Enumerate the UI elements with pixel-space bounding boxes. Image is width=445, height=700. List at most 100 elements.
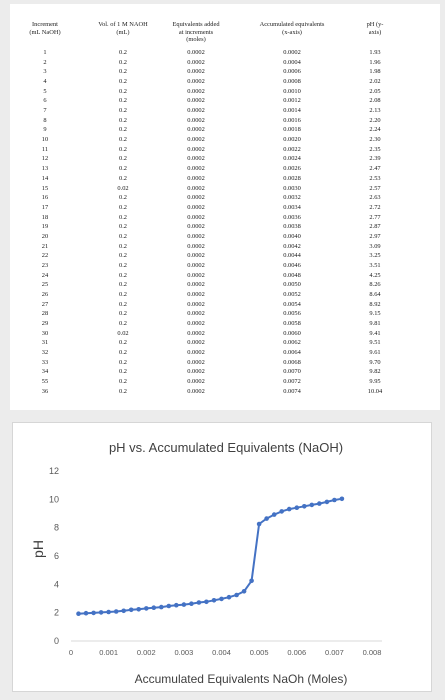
table-cell: 0.2: [119, 126, 127, 134]
data-point: [204, 599, 209, 605]
table-cell: 0.0002: [283, 49, 301, 56]
data-point: [271, 512, 277, 517]
table-cell: 0.0002: [187, 320, 205, 328]
table-cell: 0.2: [119, 387, 127, 395]
table-cell: 0.2: [119, 252, 127, 260]
table-cell: 2.63: [369, 194, 381, 202]
y-tick-label: 4: [54, 579, 59, 589]
table-cell: 0.2: [119, 378, 127, 386]
table-cell: 9.95: [369, 378, 381, 386]
table-cell: 7: [43, 107, 47, 115]
table-cell: 0.0002: [187, 68, 205, 76]
table-cell: 0.0074: [283, 387, 301, 395]
table-cell: 30: [41, 329, 49, 337]
data-point: [196, 600, 202, 605]
x-axis-label: Accumulated Equivalents NaOh (Moles): [135, 672, 348, 686]
table-header-3: Equivalents added at increments (moles): [172, 21, 220, 43]
table-cell: 26: [41, 291, 49, 298]
table-row: 16 0.2 0.0002 0.0032 2.63: [10, 193, 440, 202]
table-cell: 0.2: [119, 320, 127, 328]
data-point: [76, 611, 81, 616]
table-row: 1 0.2 0.0002 0.0002 1.93: [10, 48, 440, 57]
table-cell: 0.0016: [283, 116, 301, 124]
table-cell: 0.0004: [283, 58, 301, 66]
table-row: 34 0.2 0.0002 0.0070 9.82: [10, 367, 440, 376]
table-cell: 0.0024: [283, 155, 301, 163]
table-cell: 0.0014: [283, 107, 301, 115]
data-point: [241, 589, 247, 594]
table-cell: 8: [43, 116, 47, 124]
table-cell: 2.72: [369, 203, 381, 211]
table-cell: 0.0040: [283, 232, 301, 240]
table-cell: 0.0008: [283, 78, 301, 86]
data-point: [234, 592, 239, 598]
table-cell: 22: [41, 252, 49, 260]
table-cell: 11: [41, 145, 49, 153]
table-cell: 1.96: [369, 58, 381, 66]
table-cell: 0.0002: [187, 300, 205, 308]
data-point: [317, 501, 322, 506]
series-points: [76, 496, 345, 616]
y-tick-label: 6: [54, 551, 59, 561]
table-cell: 0.0068: [283, 358, 301, 366]
data-point: [279, 509, 285, 514]
table-row: 14 0.2 0.0002 0.0028 2.53: [10, 174, 440, 183]
table-cell: 2.20: [369, 116, 381, 124]
table-cell: 2.35: [369, 145, 381, 153]
table-row: 21 0.2 0.0002 0.0042 3.09: [10, 242, 440, 251]
table-cell: 0.0020: [283, 136, 301, 144]
table-cell: 0.2: [119, 58, 127, 66]
data-point: [174, 602, 179, 608]
table-cell: 2.02: [369, 78, 381, 86]
table-cell: 0.0002: [187, 136, 205, 144]
table-cell: 0.0002: [187, 223, 205, 231]
table-cell: 0.2: [119, 97, 127, 105]
table-cell: 3: [43, 68, 47, 76]
table-cell: 0.2: [119, 155, 127, 163]
table-row: 55 0.2 0.0002 0.0072 9.95: [10, 377, 440, 386]
data-point: [151, 605, 157, 610]
table-cell: 4: [43, 78, 47, 86]
table-cell: 2.30: [369, 136, 381, 144]
table-cell: 9.41: [369, 329, 381, 337]
data-point: [211, 598, 217, 603]
table-cell: 0.0054: [283, 300, 301, 308]
table-cell: 0.0028: [283, 174, 301, 182]
table-cell: 0.0002: [187, 145, 205, 153]
table-cell: 0.2: [119, 261, 127, 269]
table-cell: 5: [43, 87, 47, 95]
table-row: 5 0.2 0.0002 0.0010 2.05: [10, 87, 440, 96]
table-cell: 0.0002: [187, 116, 205, 124]
table-cell: 0.0002: [187, 358, 205, 366]
table-row: 32 0.2 0.0002 0.0064 9.61: [10, 348, 440, 357]
table-cell: 0.2: [119, 310, 127, 318]
table-cell: 0.0002: [187, 97, 205, 105]
table-cell: 0.2: [119, 136, 127, 144]
table-cell: 0.0056: [283, 310, 301, 318]
data-point: [113, 609, 119, 614]
table-cell: 0.0002: [187, 271, 205, 279]
table-cell: 0.2: [119, 116, 127, 124]
table-row: 25 0.2 0.0002 0.0050 8.26: [10, 280, 440, 289]
table-cell: 0.0002: [187, 194, 205, 202]
table-cell: 0.0002: [187, 184, 205, 192]
table-cell: 3.25: [369, 252, 381, 260]
table-cell: 2.47: [369, 165, 381, 173]
data-point: [189, 601, 194, 606]
table-cell: 25: [41, 281, 49, 289]
table-cell: 9.51: [369, 339, 381, 347]
chart-tick-labels: 0 2 4 6 8 10 12 0 0.001 0.002 0.003 0.004 0.005 0.006…: [49, 466, 381, 657]
data-point: [324, 499, 330, 505]
table-cell: 24: [41, 271, 49, 279]
table-cell: 9.15: [369, 310, 381, 318]
table-cell: 0.2: [119, 174, 127, 182]
x-tick-label: 0.003: [174, 648, 193, 657]
table-row: 15 0.02 0.0002 0.0030 2.57: [10, 184, 440, 193]
table-cell: 2.97: [369, 232, 381, 240]
table-cell: 0.0002: [187, 107, 205, 115]
table-cell: 27: [41, 300, 49, 308]
table-cell: 0.2: [119, 87, 127, 95]
table-header-5: pH (y- axis): [366, 21, 384, 36]
table-cell: 29: [41, 320, 49, 328]
table-row: 11 0.2 0.0002 0.0022 2.35: [10, 145, 440, 154]
